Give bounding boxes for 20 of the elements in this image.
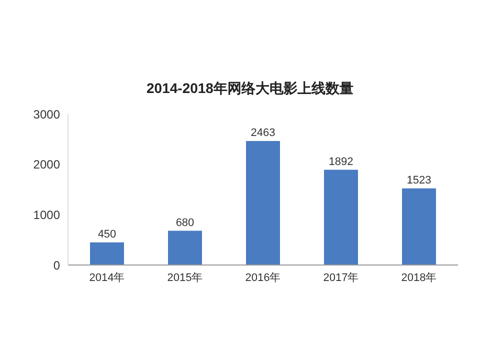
x-tick-label: 2014年 — [89, 272, 125, 284]
y-tick-label: 1000 — [33, 208, 60, 222]
bar — [168, 230, 202, 265]
data-label: 1523 — [406, 174, 432, 186]
bar — [324, 170, 358, 265]
bar — [402, 188, 436, 265]
chart-title: 2014-2018年网络大电影上线数量 — [146, 79, 354, 98]
y-tick-label: 3000 — [33, 107, 60, 122]
x-tick-label: 2016年 — [245, 272, 281, 284]
x-tick-label: 2017年 — [323, 272, 359, 284]
y-tick-label: 2000 — [33, 158, 60, 172]
data-label: 680 — [176, 216, 194, 229]
data-label: 1892 — [328, 156, 354, 168]
data-label: 450 — [98, 228, 116, 240]
x-tick-label: 2015年 — [167, 272, 203, 284]
y-tick-label: 0 — [53, 258, 60, 272]
bar — [90, 242, 124, 265]
x-tick-label: 2018年 — [401, 272, 437, 284]
bar — [246, 141, 280, 265]
data-label: 2463 — [250, 127, 276, 140]
